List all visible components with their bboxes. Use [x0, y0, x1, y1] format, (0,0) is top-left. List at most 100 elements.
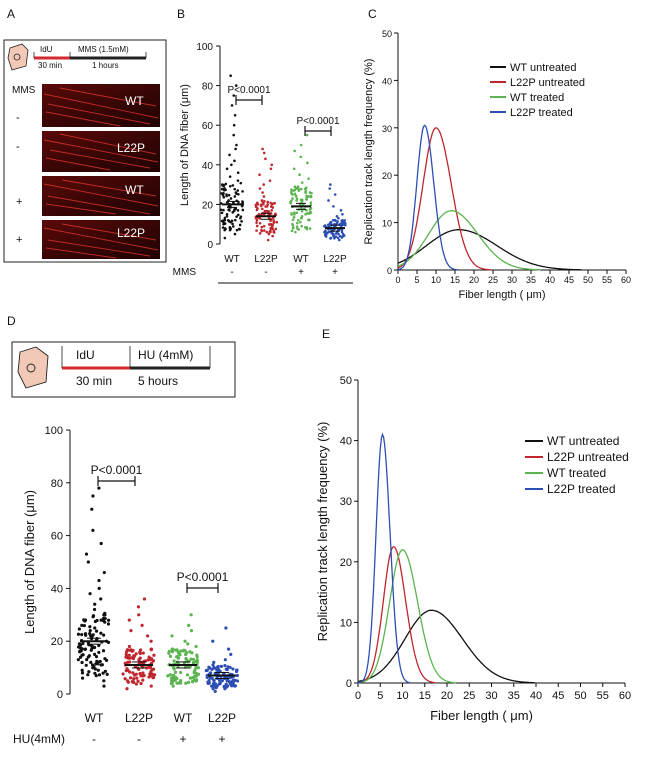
y-tick-label: 40	[51, 583, 63, 595]
x-tick-label: 60	[621, 275, 631, 285]
data-point	[127, 644, 132, 649]
data-point	[210, 676, 214, 680]
data-point	[145, 666, 149, 670]
data-point	[84, 552, 89, 556]
data-point	[101, 619, 105, 623]
data-point	[294, 194, 298, 198]
data-point	[84, 663, 88, 667]
data-point	[235, 673, 240, 678]
data-point	[333, 193, 337, 196]
data-point	[265, 230, 269, 234]
data-point	[266, 238, 270, 242]
data-point	[234, 147, 237, 151]
treatment-row-label: MMS	[173, 267, 197, 278]
data-point	[266, 200, 270, 204]
data-point	[196, 666, 200, 670]
data-point	[231, 667, 235, 671]
data-point	[304, 186, 308, 190]
data-point	[127, 656, 131, 660]
data-point	[223, 218, 227, 222]
x-tick-label: 30	[485, 690, 497, 702]
data-point	[130, 679, 134, 684]
data-point	[145, 634, 150, 638]
data-point	[230, 163, 233, 167]
data-point	[258, 217, 262, 220]
treatment-sign: -	[264, 267, 267, 278]
data-point	[173, 670, 178, 674]
data-point	[102, 679, 106, 683]
chart-d-dot-plot: 0 20 40 60 80 100 Length of DNA fiber (μm) WT - L…	[13, 425, 240, 746]
data-point	[124, 655, 128, 659]
data-point	[238, 223, 242, 227]
x-axis-label: Fiber length ( μm)	[430, 708, 533, 723]
data-point	[142, 659, 146, 663]
data-point	[134, 652, 138, 656]
significance-label: P<0.0001	[227, 85, 271, 96]
data-point	[126, 680, 130, 684]
data-point	[295, 211, 299, 215]
series-line	[357, 609, 536, 684]
data-point	[299, 187, 303, 191]
data-point	[233, 218, 237, 222]
data-point	[300, 209, 304, 213]
data-point	[91, 633, 95, 637]
y-tick-label: 30	[382, 124, 392, 134]
significance-label: P<0.0001	[177, 570, 229, 584]
data-point	[309, 194, 313, 198]
data-point	[226, 665, 230, 669]
data-point	[127, 618, 131, 622]
data-point	[179, 670, 183, 675]
data-point	[231, 681, 235, 685]
category-label: WT	[85, 711, 104, 725]
data-point	[228, 175, 232, 178]
y-tick-label: 0	[57, 689, 63, 701]
data-point	[274, 227, 278, 231]
x-tick-label: 25	[463, 690, 475, 702]
data-point	[204, 669, 208, 673]
timeline-step1-label: IdU	[76, 348, 95, 362]
data-point	[93, 619, 97, 624]
data-point	[76, 658, 80, 662]
data-point	[236, 179, 240, 182]
data-point	[99, 541, 103, 546]
data-point	[103, 616, 107, 621]
data-point	[329, 183, 332, 186]
data-point	[333, 235, 337, 239]
x-tick-label: 10	[431, 275, 441, 285]
data-point	[231, 184, 235, 187]
significance-label: P<0.0001	[296, 116, 340, 127]
data-point	[83, 632, 88, 636]
data-point	[336, 236, 340, 240]
data-point	[142, 597, 147, 601]
data-point	[132, 677, 136, 681]
x-tick-label: 25	[488, 275, 498, 285]
category-label: WT	[174, 711, 193, 725]
treatment-sign: -	[137, 732, 141, 746]
data-point	[220, 211, 224, 215]
data-point	[262, 229, 266, 232]
legend-label: WT untreated	[547, 434, 619, 448]
x-tick-label: 35	[526, 275, 536, 285]
data-point	[78, 643, 83, 647]
data-point	[94, 655, 99, 659]
data-point	[305, 198, 308, 201]
data-point	[149, 684, 153, 688]
y-tick-label: 80	[202, 82, 214, 93]
y-tick-label: 10	[382, 219, 392, 229]
data-point	[254, 205, 258, 209]
category-label: L22P	[125, 711, 153, 725]
data-point	[81, 641, 85, 646]
data-point	[269, 167, 273, 171]
data-point	[128, 670, 132, 674]
data-point	[290, 229, 294, 233]
micrograph-row: + L22P	[16, 220, 160, 259]
legend-label: L22P untreated	[510, 77, 585, 89]
data-point	[211, 687, 215, 691]
data-point	[219, 208, 223, 212]
data-point	[268, 179, 272, 182]
data-point	[93, 652, 97, 657]
data-point	[191, 657, 196, 661]
data-point	[337, 232, 340, 236]
data-point	[293, 192, 297, 196]
data-point	[233, 207, 237, 211]
